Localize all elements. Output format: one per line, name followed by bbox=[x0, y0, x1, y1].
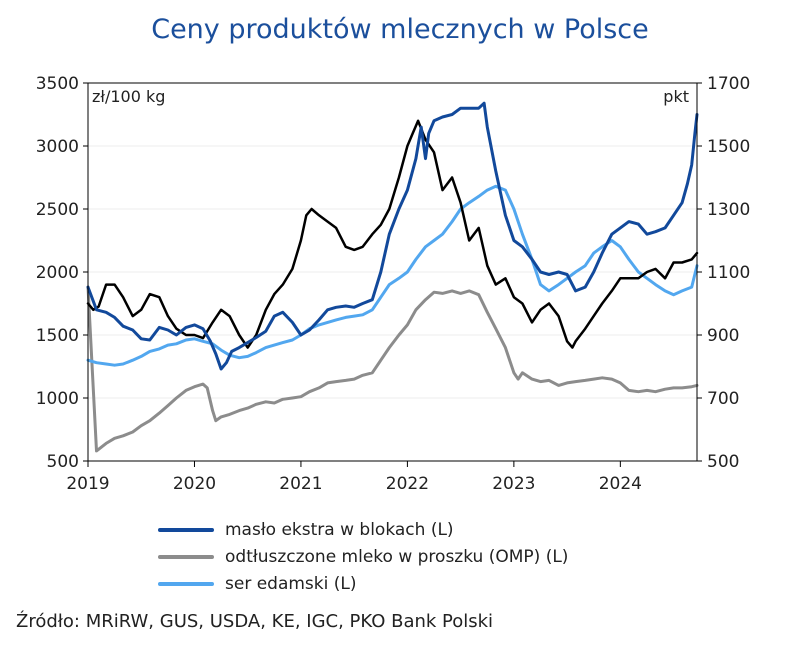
left-tick-label: 1500 bbox=[36, 326, 79, 346]
gridlines bbox=[88, 145, 697, 399]
right-tick-label: 1500 bbox=[707, 137, 750, 157]
left-axis-unit: zł/100 kg bbox=[92, 87, 165, 106]
source-note: Źródło: MRiRW, GUS, USDA, KE, IGC, PKO B… bbox=[16, 611, 494, 632]
right-tick-label: 1700 bbox=[707, 74, 750, 94]
legend-swatch-cheese bbox=[158, 581, 214, 586]
legend-item-omp: odtłuszczone mleko w proszku (OMP) (L) bbox=[158, 543, 568, 570]
x-tick-label: 2024 bbox=[599, 474, 642, 494]
left-tick-label: 3000 bbox=[36, 137, 79, 157]
line-chart: 500 1000 1500 2000 2500 3000 3500 500 700 900 110… bbox=[36, 74, 751, 494]
series-lines bbox=[86, 101, 699, 453]
chart-title: Ceny produktów mlecznych w Polsce bbox=[151, 14, 649, 45]
right-axis-unit: pkt bbox=[663, 87, 689, 106]
series-line-2 bbox=[86, 184, 699, 367]
right-tick-label: 1100 bbox=[707, 263, 750, 283]
legend-label-omp: odtłuszczone mleko w proszku (OMP) (L) bbox=[225, 546, 569, 567]
legend-swatch-butter bbox=[158, 527, 214, 532]
legend: masło ekstra w blokach (L) odtłuszczone … bbox=[158, 516, 568, 597]
series-line-1 bbox=[86, 285, 699, 453]
left-tick-label: 2500 bbox=[36, 200, 79, 220]
left-tick-label: 1000 bbox=[36, 389, 79, 409]
left-tick-label: 3500 bbox=[36, 74, 79, 94]
series-line-3 bbox=[86, 119, 699, 349]
x-tick-label: 2021 bbox=[279, 474, 322, 494]
x-tick-label: 2019 bbox=[66, 474, 109, 494]
legend-label-butter: masło ekstra w blokach (L) bbox=[225, 519, 454, 540]
right-tick-label: 700 bbox=[707, 389, 739, 409]
right-tick-label: 500 bbox=[707, 452, 739, 472]
left-tick-label: 500 bbox=[47, 452, 79, 472]
right-tick-label: 900 bbox=[707, 326, 739, 346]
legend-label-cheese: ser edamski (L) bbox=[225, 573, 357, 594]
x-tick-label: 2023 bbox=[492, 474, 535, 494]
legend-swatch-omp bbox=[158, 554, 214, 559]
legend-item-cheese: ser edamski (L) bbox=[158, 570, 568, 597]
series-line-0 bbox=[86, 101, 699, 371]
left-axis-ticks: 500 1000 1500 2000 2500 3000 3500 bbox=[36, 74, 88, 472]
plot-frame bbox=[87, 82, 698, 462]
legend-item-butter: masło ekstra w blokach (L) bbox=[158, 516, 568, 543]
right-tick-label: 1300 bbox=[707, 200, 750, 220]
x-axis-ticks: 2019 2020 2021 2022 2023 2024 bbox=[66, 461, 642, 494]
left-tick-label: 2000 bbox=[36, 263, 79, 283]
x-tick-label: 2022 bbox=[386, 474, 429, 494]
x-tick-label: 2020 bbox=[173, 474, 216, 494]
right-axis-ticks: 500 700 900 1100 1300 1500 1700 bbox=[697, 74, 750, 472]
